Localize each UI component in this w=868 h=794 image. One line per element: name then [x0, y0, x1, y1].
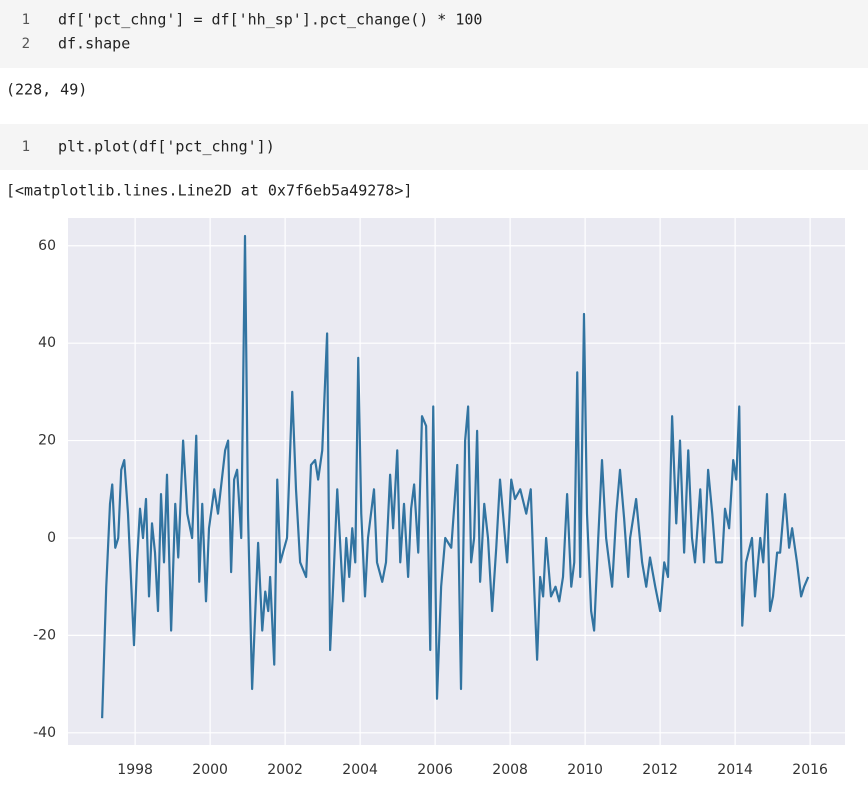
- x-tick-label: 2016: [792, 762, 828, 778]
- line-number: 1: [22, 12, 30, 28]
- code-line: df.shape: [58, 35, 130, 53]
- data-line: [101, 234, 810, 719]
- code-cell[interactable]: [0, 124, 868, 170]
- y-tick-label: -40: [33, 725, 56, 741]
- code-cell[interactable]: [0, 0, 868, 68]
- x-tick-label: 2002: [267, 762, 303, 778]
- code-line: df['pct_chng'] = df['hh_sp'].pct_change(…: [58, 11, 482, 29]
- line-number: 1: [22, 139, 30, 155]
- x-tick-label: 1998: [117, 762, 153, 778]
- y-tick-label: 20: [38, 433, 56, 449]
- x-tick-label: 2008: [492, 762, 528, 778]
- cell-output: (228, 49): [6, 81, 87, 99]
- x-tick-label: 2006: [417, 762, 453, 778]
- x-tick-label: 2000: [192, 762, 228, 778]
- code-line: plt.plot(df['pct_chng']): [58, 138, 275, 156]
- x-tick-label: 2004: [342, 762, 378, 778]
- x-tick-label: 2010: [567, 762, 603, 778]
- y-tick-label: 0: [47, 530, 56, 546]
- plot: -40 -20 0 20 40 60 1998 2000 2002 2004 2006 2008 201…: [33, 218, 845, 778]
- y-tick-label: 60: [38, 238, 56, 254]
- y-tick-label: 40: [38, 335, 56, 351]
- x-tick-label: 2014: [717, 762, 753, 778]
- x-tick-label: 2012: [642, 762, 678, 778]
- cell-output: [<matplotlib.lines.Line2D at 0x7f6eb5a49…: [6, 182, 412, 200]
- y-tick-label: -20: [33, 627, 56, 643]
- line-number: 2: [22, 36, 30, 52]
